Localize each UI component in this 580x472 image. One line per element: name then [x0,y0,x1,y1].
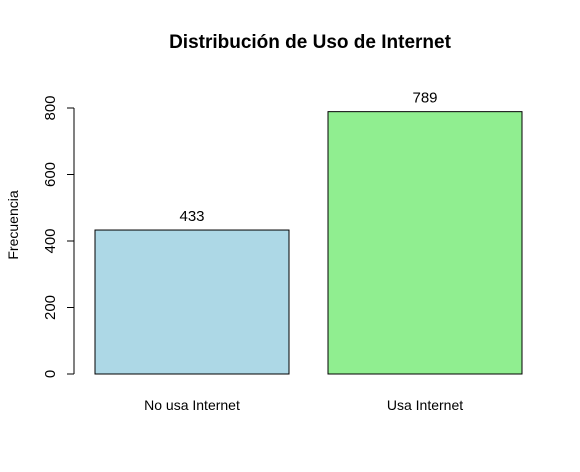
y-tick-label: 200 [42,295,59,320]
y-axis-label: Frecuencia [5,190,21,259]
y-axis: 0 200 400 600 800 [42,95,75,378]
category-label: No usa Internet [144,397,240,413]
data-label: 789 [412,90,437,107]
y-tick-label: 0 [42,370,59,378]
category-label: Usa Internet [387,397,463,413]
chart-title: Distribución de Uso de Internet [169,32,452,53]
bar [94,229,290,375]
data-label: 433 [179,208,204,225]
bars-group [94,111,523,375]
category-labels-group: No usa Internet Usa Internet [144,397,463,413]
y-tick-label: 800 [42,95,59,120]
y-tick-label: 400 [42,228,59,253]
data-labels-group: 433 789 [179,90,437,225]
y-tick-label: 600 [42,162,59,187]
bar [327,111,523,375]
